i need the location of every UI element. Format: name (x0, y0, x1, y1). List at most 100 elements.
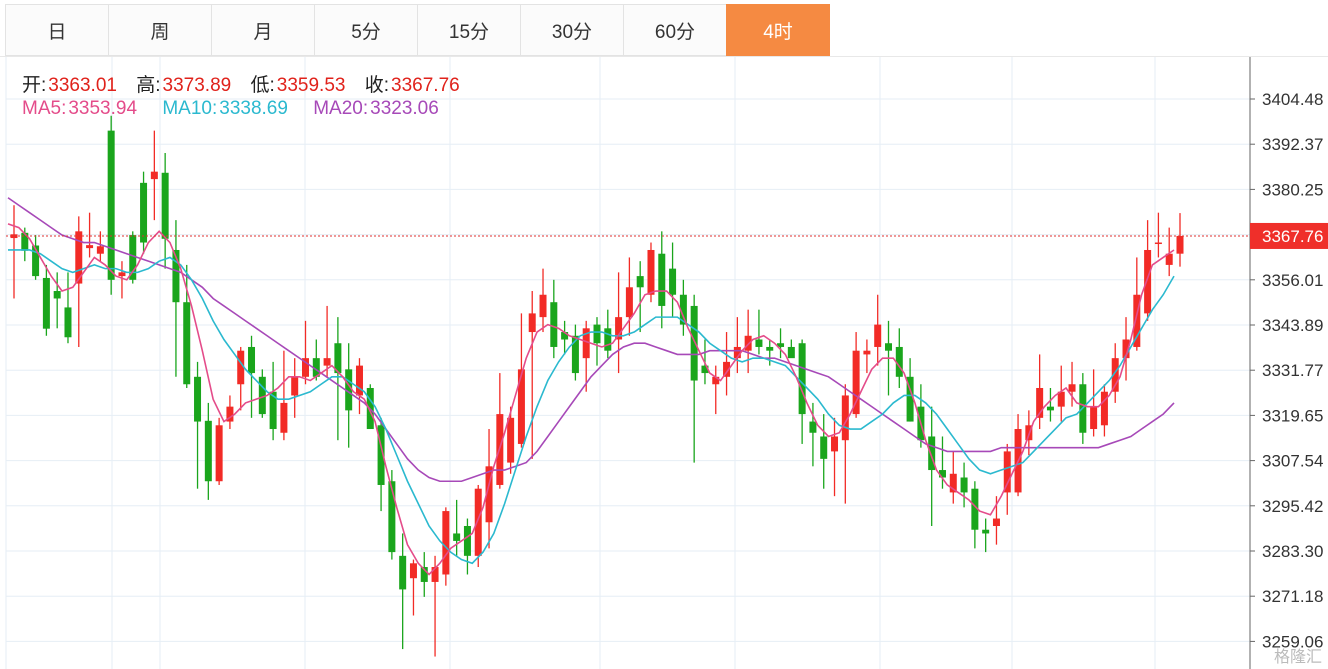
tab-week[interactable]: 周 (108, 4, 212, 56)
candle-body (636, 276, 644, 288)
open-value: 3363.01 (48, 75, 117, 96)
candle-body (409, 563, 417, 579)
ma5-value: 3353.94 (68, 98, 138, 119)
candle-body (507, 417, 515, 463)
ma20-label: MA20: (313, 98, 369, 119)
tab-15min[interactable]: 15分 (417, 4, 521, 56)
candle-body (42, 277, 50, 329)
y-tick-label: 3404.48 (1262, 90, 1323, 109)
candle-body (248, 346, 256, 374)
candle-body (226, 406, 234, 422)
candle-body (723, 361, 731, 377)
last-price-label: 3367.76 (1262, 227, 1323, 246)
candle-body (280, 402, 288, 433)
candle-body (517, 369, 525, 444)
candle-body (140, 182, 148, 243)
candle-body (885, 343, 892, 351)
y-tick-label: 3319.65 (1262, 406, 1323, 425)
tab-day[interactable]: 日 (5, 4, 109, 56)
tab-5min[interactable]: 5分 (314, 4, 418, 56)
last-price-tag (1250, 222, 1328, 249)
candle-body (1122, 339, 1130, 359)
candle-body (582, 328, 590, 359)
candle-body (53, 291, 61, 299)
candle-body (377, 425, 385, 485)
tab-4hour[interactable]: 4时 (726, 4, 830, 56)
close-label: 收: (364, 75, 390, 96)
candle-body (96, 246, 104, 254)
candle-body (1100, 391, 1108, 426)
candle-body (86, 245, 94, 249)
ma20-line (7, 197, 1175, 483)
candle-body (1111, 358, 1119, 392)
candle-body (928, 436, 936, 471)
candle-body (744, 335, 752, 351)
candle-body (474, 488, 482, 556)
candle-body (1057, 391, 1065, 407)
y-tick-label: 3331.77 (1262, 361, 1323, 380)
close-value: 3367.76 (391, 75, 460, 96)
candle-body (863, 350, 871, 355)
candle-body (334, 343, 342, 374)
candle-body (733, 346, 741, 359)
candle-body (679, 294, 687, 325)
candle-body (150, 171, 158, 180)
candle-body (194, 376, 202, 422)
candle-body (949, 473, 957, 493)
candle-body (906, 376, 914, 422)
candle-body (237, 350, 245, 385)
candle-body (787, 346, 795, 359)
tab-month[interactable]: 月 (211, 4, 315, 56)
candle-body (1133, 294, 1141, 347)
candle-body (777, 343, 785, 347)
candlestick-chart[interactable]: 3404.483392.373380.253368.133356.013343.… (0, 57, 1328, 669)
candle-body (75, 231, 83, 284)
candle-body (1165, 253, 1173, 265)
ma5-line (7, 223, 1175, 576)
candle-body (712, 376, 720, 385)
ma10-line (8, 249, 1175, 565)
candle-body (204, 420, 212, 482)
ohlc-legend: 开: 3363.01 高: 3373.89 低: 3359.53 收: 3367.76 (22, 70, 474, 97)
period-tabs: 日 周 月 5分 15分 30分 60分 4时 (5, 4, 830, 56)
candle-body (269, 391, 277, 430)
candle-body (874, 324, 882, 347)
candle-body (992, 518, 1000, 526)
candle-body (1144, 249, 1152, 314)
candle-body (766, 346, 774, 351)
candle-body (658, 253, 666, 306)
candle-body (820, 436, 828, 459)
y-tick-label: 3283.30 (1262, 542, 1323, 561)
y-tick-label: 3271.18 (1262, 587, 1323, 606)
candle-body (302, 358, 309, 377)
candle-body (345, 369, 353, 411)
candle-body (615, 317, 623, 340)
candle-body (701, 365, 709, 374)
candle-body (258, 376, 266, 415)
candle-body (431, 567, 439, 582)
ma10-value: 3338.69 (219, 98, 288, 119)
candle-body (388, 481, 396, 553)
candle-body (1003, 451, 1011, 493)
candle-body (1090, 406, 1098, 430)
candle-body (463, 525, 471, 556)
candle-body (895, 346, 903, 377)
low-value: 3359.53 (276, 75, 346, 96)
y-tick-label: 3295.42 (1262, 497, 1323, 516)
tab-60min[interactable]: 60分 (623, 4, 727, 56)
tab-30min[interactable]: 30分 (520, 4, 624, 56)
candle-body (1036, 387, 1044, 418)
candle-body (604, 328, 612, 351)
y-tick-label: 3380.25 (1262, 180, 1323, 199)
candle-body (809, 421, 817, 433)
ma10-label: MA10: (162, 98, 218, 119)
ma-legend: MA5: 3353.94 MA10: 3338.69 MA20: 3323.06 (22, 98, 441, 120)
low-label: 低: (250, 75, 275, 96)
candle-body (647, 249, 655, 295)
y-tick-label: 3356.01 (1262, 271, 1323, 290)
candle-body (420, 567, 428, 582)
tabs-divider (0, 56, 1328, 57)
candle-body (485, 466, 493, 523)
candle-body (593, 324, 601, 344)
candle-body (32, 245, 40, 277)
